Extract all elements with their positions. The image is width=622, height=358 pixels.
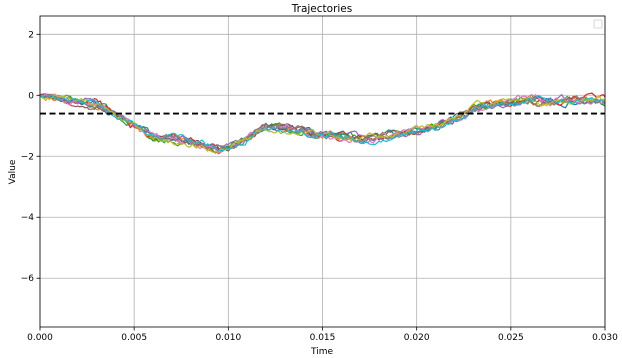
legend-box [593,19,603,29]
x-axis-ticks: 0.000 0.005 0.010 0.015 0.020 0.025 0.030 [27,327,618,343]
y-tick-label: −6 [21,274,35,284]
y-tick-label: −4 [21,213,35,223]
y-axis-ticks: 2 0 −2 −4 −6 [21,30,40,284]
x-axis-label: Time [310,347,333,357]
x-tick-label: 0.020 [404,333,430,343]
y-tick-label: −2 [21,152,34,162]
y-tick-label: 0 [28,91,34,101]
y-axis-label: Value [8,159,18,184]
x-tick-label: 0.010 [215,333,241,343]
x-tick-label: 0.030 [592,333,618,343]
chart-title: Trajectories [291,3,352,15]
trajectory-line-10 [39,94,606,152]
series-layer [39,92,606,155]
y-tick-label: 2 [28,30,34,40]
x-tick-label: 0.025 [498,333,524,343]
x-tick-label: 0.005 [121,333,147,343]
x-tick-label: 0.015 [310,333,336,343]
grid [39,16,606,327]
x-tick-label: 0.000 [27,333,53,343]
